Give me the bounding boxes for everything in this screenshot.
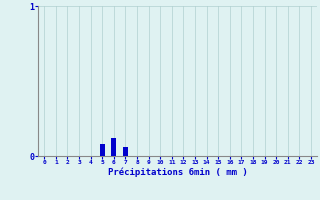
X-axis label: Précipitations 6min ( mm ): Précipitations 6min ( mm ): [108, 168, 247, 177]
Bar: [100, 144, 105, 156]
Bar: [111, 138, 116, 156]
Bar: [123, 147, 128, 156]
